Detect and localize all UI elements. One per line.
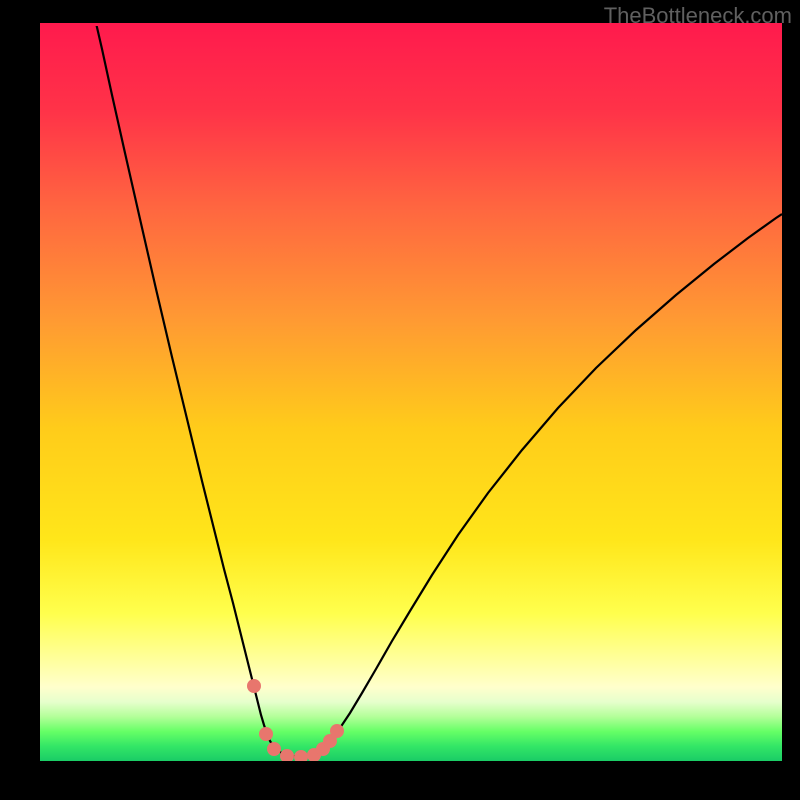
right-curve [300,214,782,757]
data-marker [330,724,344,738]
chart-overlay [40,23,782,761]
left-curve [96,23,300,757]
data-marker [267,742,281,756]
data-marker [259,727,273,741]
watermark-text: TheBottleneck.com [604,3,792,29]
bottleneck-chart [40,23,782,761]
data-marker [280,749,294,761]
data-marker [247,679,261,693]
data-marker [294,750,308,761]
